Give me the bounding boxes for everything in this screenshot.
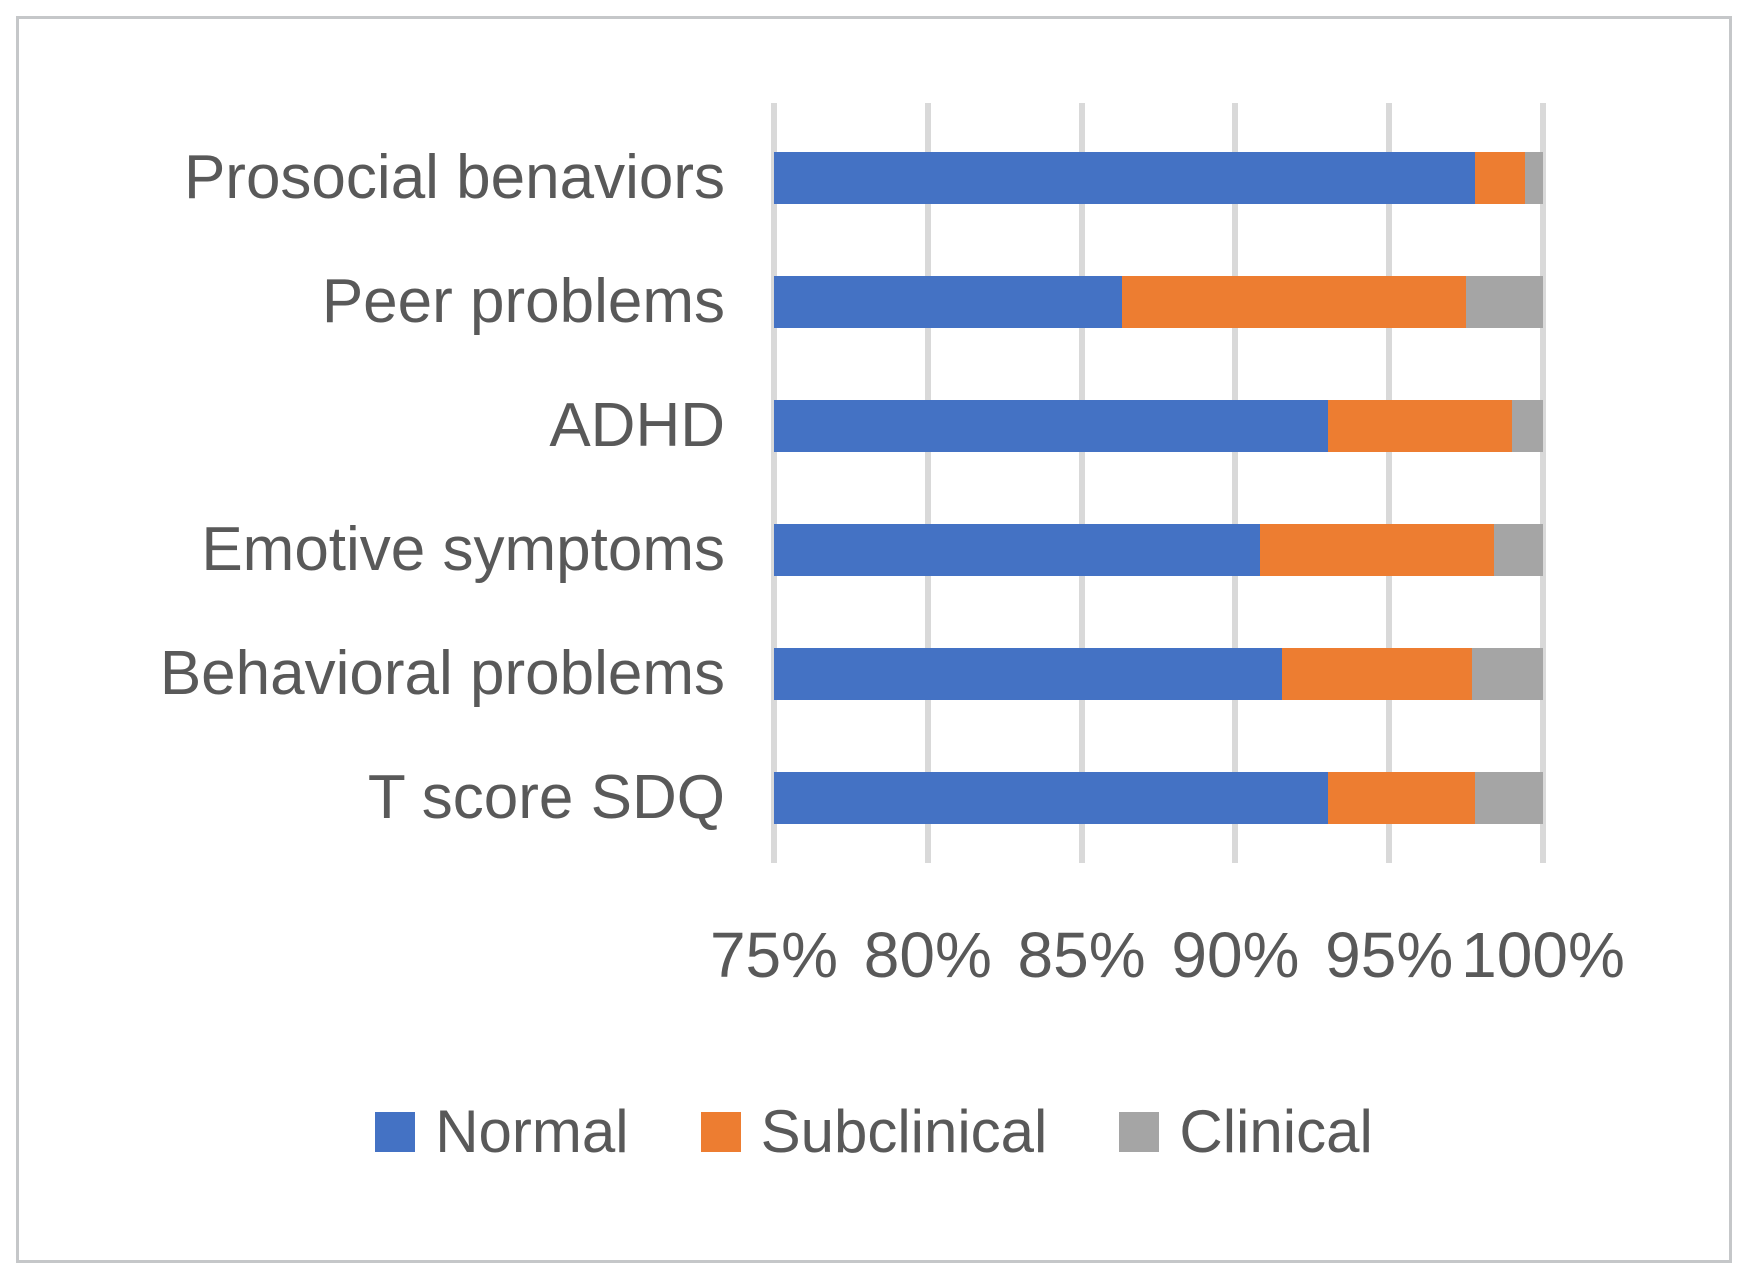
legend-item: Subclinical <box>700 1098 1048 1165</box>
gridline <box>1078 103 1085 863</box>
category-label: Behavioral problems <box>159 639 725 708</box>
chart-frame <box>16 16 1732 1263</box>
gridline <box>771 103 777 863</box>
bar-segment-subclinical <box>1260 524 1494 576</box>
value-axis: 75% 80% 85% 90% 95% 100% <box>710 915 1625 1000</box>
category-label: Peer problems <box>321 267 725 336</box>
legend-label: Clinical <box>1179 1098 1373 1165</box>
plot-area <box>771 103 1546 863</box>
bar-segment-normal <box>774 772 1328 824</box>
legend-swatch-icon <box>1119 1112 1160 1152</box>
bar-segment-subclinical <box>1327 400 1513 452</box>
category-label: T score SDQ <box>367 763 725 832</box>
bar-segment-normal <box>774 276 1122 328</box>
gridline <box>924 103 931 863</box>
bar-segment-normal <box>774 648 1282 700</box>
bar-segment-normal <box>774 400 1328 452</box>
bar-segment-subclinical <box>1121 276 1467 328</box>
legend-item: Normal <box>375 1098 629 1165</box>
legend-swatch-icon <box>375 1112 416 1152</box>
bar-segment-subclinical <box>1327 772 1476 824</box>
bar-segment-clinical <box>1524 152 1543 204</box>
legend-label: Subclinical <box>760 1098 1048 1165</box>
bar-segment-clinical <box>1493 524 1543 576</box>
gridline <box>1540 103 1546 863</box>
x-tick-label: 85% <box>1017 919 1146 991</box>
bar-row <box>774 276 1543 328</box>
legend-swatch-icon <box>700 1112 741 1152</box>
bar-row <box>774 648 1543 700</box>
category-label: Emotive symptoms <box>201 515 725 584</box>
bar-segment-clinical <box>1466 276 1543 328</box>
gridline <box>1232 103 1239 863</box>
category-axis: Prosocial benaviors Peer problems ADHD Emot… <box>40 0 725 900</box>
x-tick-label: 95% <box>1325 919 1454 991</box>
bar-segment-clinical <box>1475 772 1543 824</box>
bar-row <box>774 772 1543 824</box>
legend: Normal Subclinical Clinical <box>0 1100 1748 1164</box>
bar-row <box>774 524 1543 576</box>
legend-label: Normal <box>435 1098 629 1165</box>
category-label: ADHD <box>549 391 725 460</box>
bar-segment-subclinical <box>1475 152 1525 204</box>
legend-item: Clinical <box>1119 1098 1373 1165</box>
bar-row <box>774 400 1543 452</box>
x-tick-label: 75% <box>709 919 839 991</box>
x-tick-label: 80% <box>863 919 992 991</box>
bar-segment-clinical <box>1512 400 1543 452</box>
bar-segment-clinical <box>1472 648 1543 700</box>
x-tick-label: 90% <box>1171 919 1300 991</box>
gridline <box>1386 103 1393 863</box>
bar-row <box>774 152 1543 204</box>
bar-segment-normal <box>774 524 1260 576</box>
x-tick-label: 100% <box>1461 919 1625 991</box>
bar-segment-normal <box>774 152 1476 204</box>
category-label: Prosocial benaviors <box>183 143 725 212</box>
bar-segment-subclinical <box>1281 648 1473 700</box>
